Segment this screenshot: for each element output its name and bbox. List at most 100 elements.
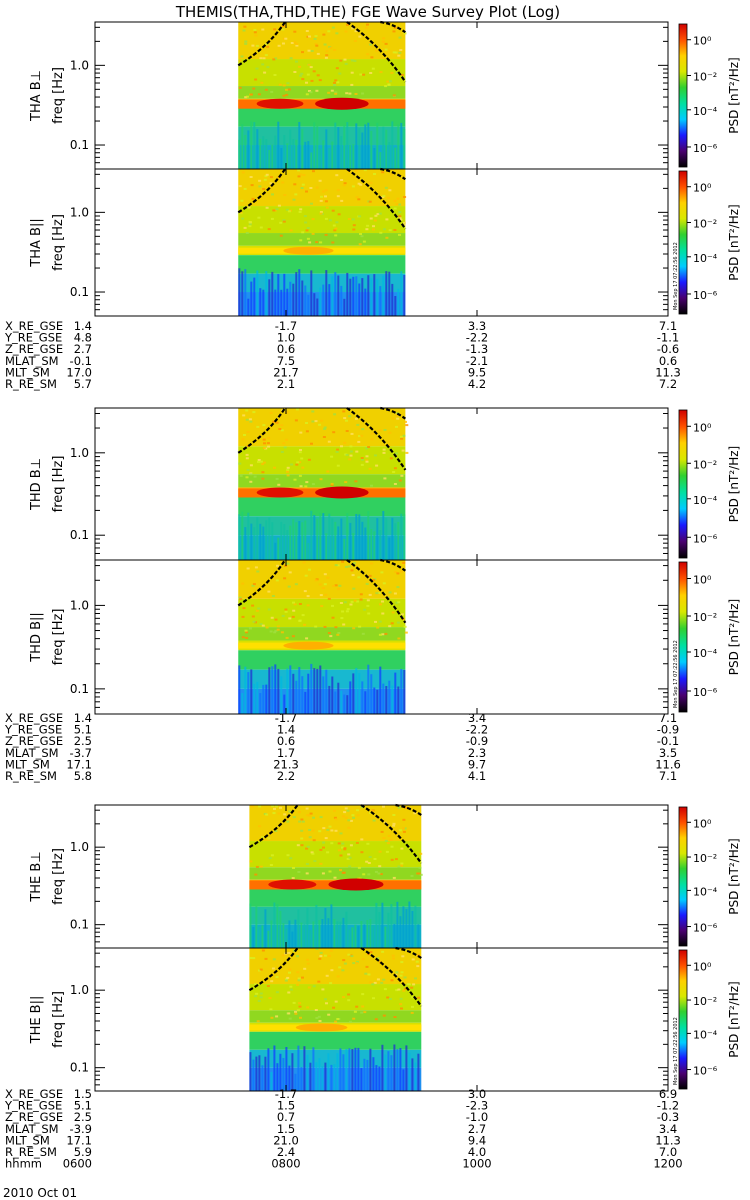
spectrum-speckle [282, 219, 286, 222]
ephemeris-value: 11.3 [655, 1133, 681, 1147]
spectrum-speckle [249, 480, 253, 483]
spectrum-speckle [369, 951, 373, 954]
spectrum-streak [286, 668, 289, 714]
spectrum-streak [265, 684, 268, 714]
spectrum-speckle [327, 91, 331, 94]
spectrum-speckle [311, 218, 315, 221]
spectrum-streak [289, 281, 292, 316]
spectrum-speckle [369, 812, 373, 814]
spectrum-streak [328, 513, 331, 560]
spectrum-speckle [345, 610, 349, 613]
spectrum-speckle [303, 590, 307, 593]
spectrum-speckle [326, 470, 330, 473]
spectrum-speckle [309, 66, 313, 69]
spectrum-speckle [402, 434, 406, 437]
spectrum-speckle [382, 582, 386, 585]
spectrum-speckle [355, 600, 359, 603]
spectrum-speckle [293, 183, 297, 186]
spectrum-streak [349, 278, 352, 316]
spectrum-speckle [343, 441, 347, 444]
spectrum-streak [402, 1069, 405, 1091]
spectrum-layer [238, 255, 406, 274]
spectrum-layer [238, 598, 406, 628]
ephemeris-value: 1.4 [277, 723, 295, 737]
spectrum-speckle [374, 620, 377, 623]
spectrum-streak [385, 686, 388, 714]
spectrum-speckle [391, 954, 395, 957]
spectrum-streak [408, 1052, 411, 1091]
spectrum-speckle [357, 440, 361, 443]
spectrum-speckle [382, 448, 386, 451]
spectrum-speckle [367, 873, 371, 876]
spectrum-speckle [245, 631, 249, 634]
spectrum-speckle [399, 570, 403, 573]
spectrum-speckle [270, 980, 274, 983]
spectrum-speckle [323, 583, 327, 586]
spectrum-speckle [310, 202, 313, 205]
spectrum-speckle [378, 865, 382, 868]
spectrum-streak [376, 278, 379, 316]
spectrum-speckle [393, 483, 397, 485]
spectrum-speckle [385, 236, 389, 239]
spectrum-streak [352, 533, 355, 560]
spectrum-speckle [334, 818, 338, 821]
spectrum-streak [331, 276, 334, 316]
ephemeris-value: 2.4 [277, 1145, 295, 1159]
spectrum-speckle [316, 52, 320, 55]
spectrum-streak [274, 664, 277, 714]
ephemeris-value: -1.1 [657, 331, 679, 345]
spectrum-speckle [306, 1006, 310, 1009]
spectrum-speckle [296, 983, 300, 986]
spectrum-streak [372, 1057, 375, 1091]
spectrum-speckle [386, 842, 390, 845]
spectrum-speckle [269, 176, 273, 179]
spectrum-streak [253, 277, 256, 316]
timestamp-label: Mon Sep 17 07:22:56 2012 [673, 640, 679, 708]
spectrum-speckle [307, 458, 311, 461]
spectrum-speckle [300, 457, 304, 460]
spectrum-speckle [339, 59, 343, 62]
ephemeris-value: 21.7 [273, 365, 299, 379]
spectrum-speckle [399, 1003, 403, 1006]
spectrum-streak [318, 1058, 321, 1091]
spectrum-speckle [273, 807, 276, 810]
spectrum-speckle [397, 601, 401, 604]
ephemeris-value: -1.3 [466, 342, 488, 356]
spectrum-streak [327, 1053, 330, 1091]
spectrum-speckle [304, 221, 308, 224]
spectrum-speckle [382, 837, 386, 839]
spectrum-speckle [380, 571, 384, 574]
spectrum-speckle [395, 203, 399, 205]
spectrum-speckle [400, 847, 404, 850]
spectrum-streak [288, 920, 291, 948]
spectrum-speckle [344, 816, 348, 819]
spectrum-streak [291, 1053, 294, 1091]
ephemeris-value: 6.9 [659, 1087, 677, 1101]
spectrum-speckle [335, 67, 339, 70]
spectrum-speckle [343, 182, 347, 185]
spectrum-streak [391, 283, 394, 316]
spectrum-speckle [242, 29, 246, 32]
spectrum-speckle [288, 1017, 292, 1020]
spectrum-speckle [290, 42, 294, 44]
spectrum-streak [270, 1072, 273, 1091]
spectrum-speckle [365, 26, 369, 29]
spectrum-speckle [400, 1007, 403, 1010]
spectrum-streak [267, 930, 270, 948]
spectrum-speckle [259, 996, 263, 999]
spectrum-speckle [412, 983, 416, 986]
colorbar-tick-label: 10⁻² [693, 852, 717, 865]
y-tick-label: 1.0 [70, 598, 89, 612]
spectrum-streak [385, 129, 388, 169]
spectrum-speckle [244, 96, 248, 99]
spectrum-speckle [417, 872, 421, 875]
spectrum-streak [270, 920, 273, 948]
spectrum-speckle [399, 218, 403, 221]
spectrum-streak [393, 1044, 396, 1091]
spectrum-streak [355, 667, 358, 714]
colorbar-tick-label: 10⁻² [693, 217, 717, 230]
spectrum-streak [355, 514, 358, 560]
spectrum-speckle [397, 637, 401, 640]
spectrum-speckle [280, 429, 284, 432]
spectrum-streak [295, 680, 298, 714]
